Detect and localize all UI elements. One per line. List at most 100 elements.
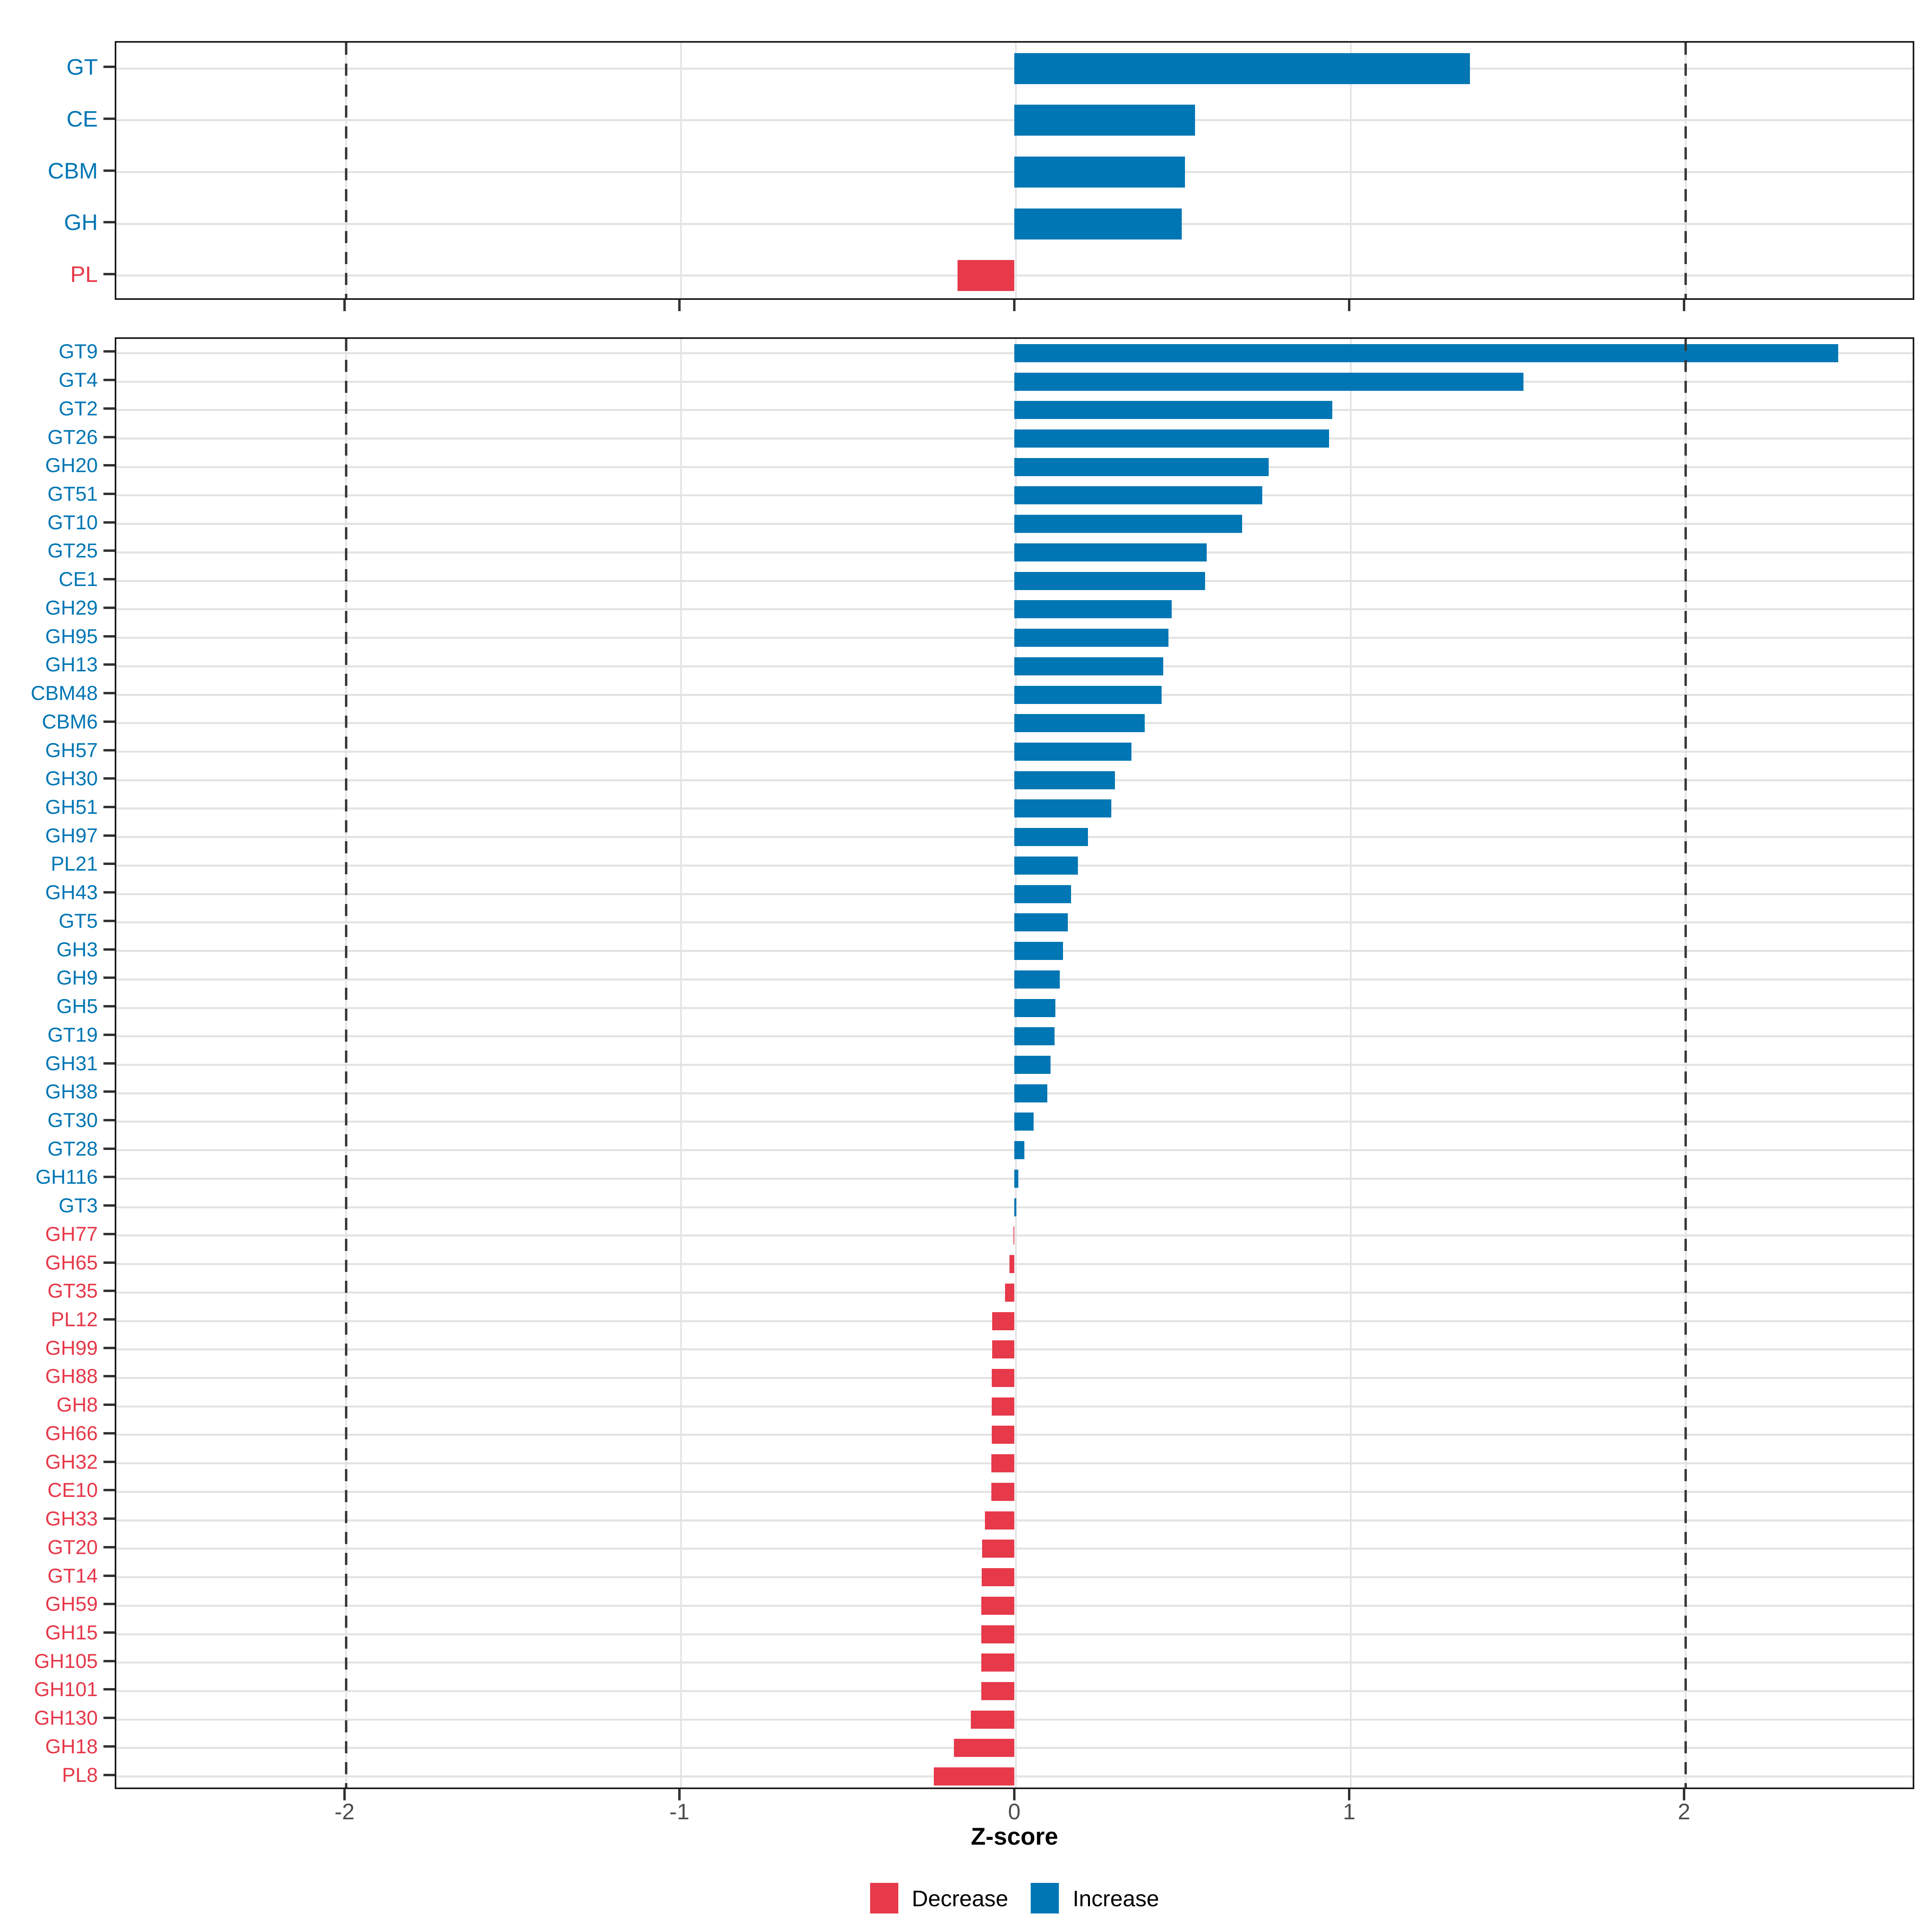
x-axis-tick [1348,300,1350,311]
gridline-horizontal [116,1291,1913,1294]
gridline-horizontal [116,1490,1913,1493]
y-axis-tick [103,436,115,438]
category-label-GT5: GT5 [58,909,98,932]
bar-GH65 [1009,1255,1014,1274]
category-label-GH15: GH15 [45,1621,98,1644]
category-label-GT14: GT14 [47,1564,98,1587]
y-axis-tick [103,1546,115,1548]
bar-GT2 [1014,401,1333,419]
category-label-GH99: GH99 [45,1336,98,1359]
bar-GH59 [981,1596,1014,1615]
y-axis-tick [103,1745,115,1748]
x-axis-tick [343,1789,346,1800]
x-axis-tick-label: 0 [1008,1799,1021,1824]
y-axis-tick [103,492,115,495]
legend-swatch-decrease [870,1883,898,1913]
bar-GH30 [1014,771,1115,789]
bar-GT10 [1014,515,1242,533]
category-label-GH101: GH101 [34,1678,98,1701]
y-axis-tick [103,805,115,808]
category-label-GH33: GH33 [45,1507,98,1530]
category-label-GH66: GH66 [45,1422,98,1445]
category-label-GT20: GT20 [47,1536,98,1558]
gridline-vertical [680,43,682,298]
y-axis-tick [103,272,115,275]
x-axis-tick [1013,1789,1016,1800]
bar-GT14 [982,1568,1014,1587]
legend-label-decrease: Decrease [912,1885,1008,1911]
y-axis-tick [103,635,115,638]
bar-CE10 [991,1482,1014,1501]
category-label-GT9: GT9 [58,340,98,363]
category-label-PL: PL [70,261,98,287]
category-label-GT25: GT25 [47,539,98,562]
category-label-GT3: GT3 [58,1194,98,1217]
category-label-GH8: GH8 [56,1393,98,1416]
category-label-GH130: GH130 [34,1707,98,1730]
bar-GH116 [1014,1169,1018,1188]
category-label-GH51: GH51 [45,795,98,818]
x-axis-tick [678,1789,681,1800]
x-axis-tick [1348,1789,1350,1800]
bar-GH [1014,208,1182,239]
bar-GH18 [954,1739,1014,1757]
gridline-vertical [1350,339,1352,1788]
bar-GH43 [1014,885,1071,903]
y-axis-tick [103,976,115,979]
y-axis-tick [103,66,115,68]
y-axis-tick [103,1346,115,1349]
y-axis-tick [103,1574,115,1577]
bar-GH20 [1014,458,1269,476]
category-label-GH59: GH59 [45,1593,98,1616]
x-axis-tick-label: -1 [669,1799,689,1824]
bar-GH88 [992,1368,1014,1387]
y-axis-tick [103,350,115,353]
category-label-GH5: GH5 [56,995,98,1018]
gridline-horizontal [116,275,1913,277]
x-axis-tick-label: 1 [1343,1799,1356,1824]
bar-CE1 [1014,572,1205,590]
gridline-horizontal [116,1377,1913,1379]
bar-GH95 [1014,629,1168,647]
bar-GH66 [992,1426,1014,1444]
bar-CBM48 [1014,685,1162,704]
y-axis-tick [103,379,115,382]
bar-GT20 [982,1540,1014,1558]
category-label-GH29: GH29 [45,596,98,619]
bar-GH51 [1014,799,1112,818]
category-label-GT30: GT30 [47,1108,98,1131]
bar-GT9 [1014,344,1838,362]
category-label-GH: GH [64,209,98,235]
category-label-GT10: GT10 [47,511,98,534]
y-axis-tick [103,948,115,951]
y-axis-tick [103,720,115,723]
category-label-GT2: GT2 [58,397,98,420]
gridline-horizontal [116,1662,1913,1664]
y-axis-tick [103,1204,115,1207]
dashed-reference-line [345,339,347,1788]
bar-PL8 [934,1767,1014,1786]
category-label-PL21: PL21 [51,852,98,875]
bar-GT51 [1014,486,1262,505]
category-label-GT51: GT51 [47,482,98,505]
x-axis-tick [1013,300,1016,311]
bar-GT28 [1014,1141,1024,1160]
gridline-horizontal [116,1548,1913,1550]
category-label-GH95: GH95 [45,625,98,648]
category-label-CE10: CE10 [47,1479,98,1502]
gridline-vertical [680,339,682,1788]
bar-GH38 [1014,1084,1047,1102]
y-axis-tick [103,464,115,467]
bar-GH3 [1014,942,1063,960]
legend-item-decrease: Decrease [870,1883,1008,1913]
bar-GT3 [1014,1198,1016,1216]
y-axis-tick [103,407,115,410]
y-axis-tick [103,1090,115,1093]
gridline-horizontal [116,1320,1913,1322]
bar-CBM [1014,157,1185,188]
category-label-GH3: GH3 [56,938,98,961]
y-axis-tick [103,117,115,120]
bar-GH99 [992,1340,1014,1359]
bar-GH33 [985,1511,1014,1530]
category-label-GH88: GH88 [45,1365,98,1388]
